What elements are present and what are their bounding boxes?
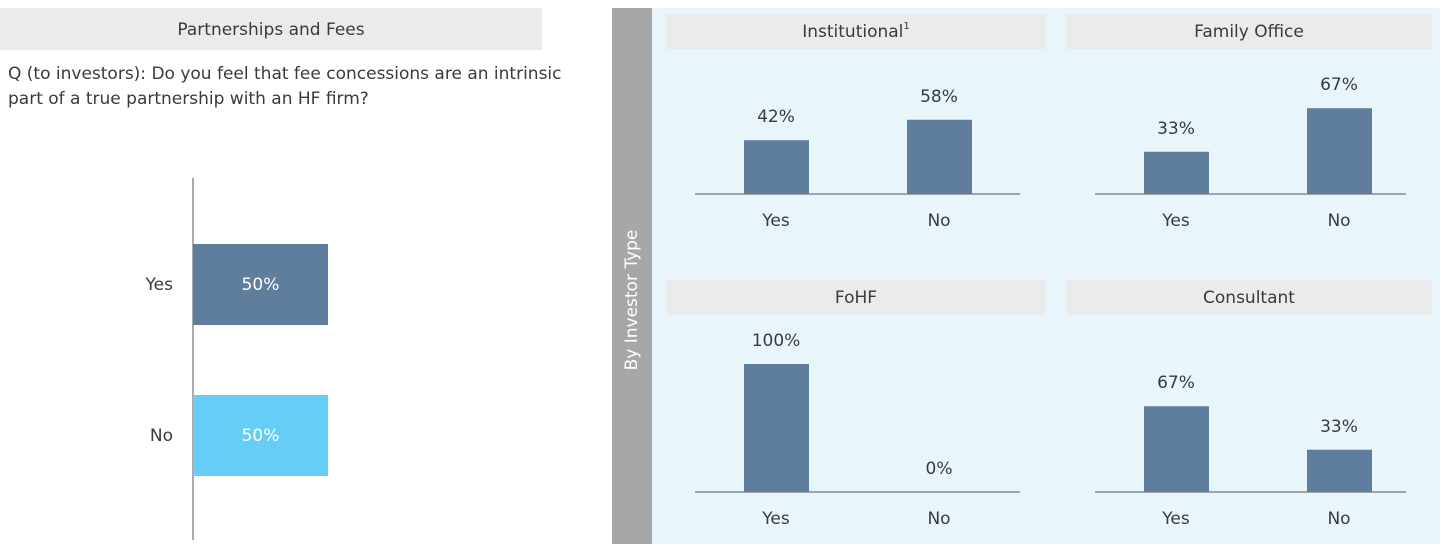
category-label: Yes xyxy=(1161,211,1190,231)
bar xyxy=(193,244,328,325)
bar xyxy=(193,395,328,476)
footnote-mark: 1 xyxy=(903,21,909,32)
category-label: No xyxy=(927,509,950,529)
category-label: Yes xyxy=(1161,509,1190,529)
value-label: 50% xyxy=(242,275,280,295)
value-label: 67% xyxy=(1320,75,1358,95)
value-label: 33% xyxy=(1157,119,1195,139)
panel-header xyxy=(1066,280,1432,315)
panel-title: Consultant xyxy=(1203,288,1295,308)
header-bar xyxy=(0,8,542,50)
bar xyxy=(1144,151,1209,194)
bar xyxy=(744,364,809,492)
bar xyxy=(1144,406,1209,492)
category-label: Yes xyxy=(761,509,790,529)
category-label: No xyxy=(927,211,950,231)
panel-title: Institutional1 xyxy=(802,21,910,42)
panel-title-text: FoHF xyxy=(835,288,877,308)
panel-title-text: Consultant xyxy=(1203,288,1295,308)
bar xyxy=(744,140,809,194)
group-label: By Investor Type xyxy=(622,230,642,371)
panel-header xyxy=(1066,14,1432,49)
panel-title: FoHF xyxy=(835,288,877,308)
category-label: Yes xyxy=(761,211,790,231)
value-label: 33% xyxy=(1320,417,1358,437)
category-label: Yes xyxy=(145,275,174,295)
value-label: 0% xyxy=(926,459,953,479)
category-label: No xyxy=(1327,509,1350,529)
category-label: No xyxy=(150,426,173,446)
value-label: 42% xyxy=(757,107,795,127)
question: Q (to investors): Do you feel that fee c… xyxy=(8,64,562,109)
bar xyxy=(1307,449,1372,492)
bar xyxy=(907,119,972,194)
panel-title-text: Family Office xyxy=(1194,22,1304,42)
value-label: 50% xyxy=(242,426,280,446)
bar xyxy=(1307,108,1372,194)
category-label: No xyxy=(1327,211,1350,231)
panel-title-text: Institutional xyxy=(802,22,903,42)
header-title: Partnerships and Fees xyxy=(177,20,364,40)
side-strip xyxy=(612,8,652,544)
value-label: 67% xyxy=(1157,373,1195,393)
panel-title: Family Office xyxy=(1194,22,1304,42)
panel-header xyxy=(666,14,1046,49)
panel-header xyxy=(666,280,1046,315)
value-label: 100% xyxy=(752,331,801,351)
value-label: 58% xyxy=(920,87,958,107)
